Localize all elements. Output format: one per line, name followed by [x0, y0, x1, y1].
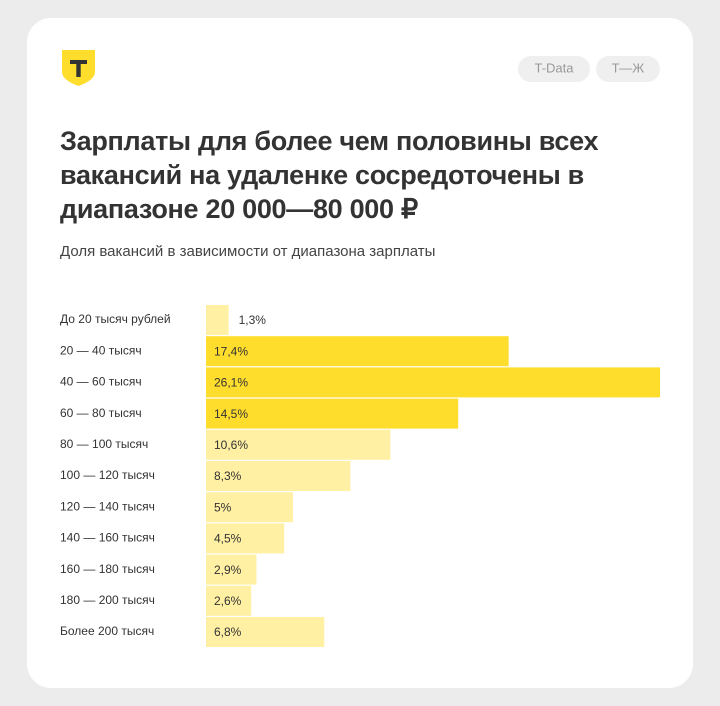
bar [206, 461, 351, 491]
bar [206, 367, 660, 398]
category-label: 100 — 120 тысяч [60, 468, 155, 482]
tag-label[interactable]: Т—Ж [612, 60, 645, 75]
chart-title: Зарплаты для более чем половины всех вак… [60, 126, 599, 224]
value-label: 10,6% [214, 438, 248, 452]
tag[interactable] [596, 56, 660, 82]
category-label: 60 — 80 тысяч [60, 406, 142, 420]
value-label: 4,5% [214, 532, 242, 546]
value-label: 17,4% [214, 344, 248, 358]
logo-letter [70, 60, 87, 77]
bar [206, 429, 391, 460]
category-label: 80 — 100 тысяч [60, 437, 148, 451]
bar [206, 305, 229, 335]
bar [206, 398, 459, 429]
category-label: 20 — 40 тысяч [60, 343, 142, 357]
bar [206, 617, 325, 647]
bar [206, 523, 285, 554]
value-label: 26,1% [214, 376, 248, 390]
category-label: 160 — 180 тысяч [60, 562, 155, 576]
value-label: 6,8% [214, 625, 242, 639]
value-label: 2,6% [214, 594, 242, 608]
category-label: 40 — 60 тысяч [60, 375, 142, 389]
category-label: 140 — 160 тысяч [60, 531, 155, 545]
bar [206, 585, 252, 616]
tag-label[interactable]: T-Data [534, 60, 574, 75]
category-label: До 20 тысяч рублей [60, 312, 171, 326]
category-label: Более 200 тысяч [60, 624, 154, 638]
category-label: 180 — 200 тысяч [60, 593, 155, 607]
value-label: 1,3% [239, 313, 267, 327]
bar [206, 554, 257, 585]
value-label: 14,5% [214, 407, 248, 421]
value-label: 2,9% [214, 563, 242, 577]
category-label: 120 — 140 тысяч [60, 499, 155, 513]
tag[interactable] [518, 56, 590, 82]
bar [206, 492, 293, 523]
bar [206, 336, 509, 367]
chart-subtitle: Доля вакансий в зависимости от диапазона… [60, 243, 436, 260]
value-label: 8,3% [214, 469, 242, 483]
value-label: 5% [214, 500, 232, 514]
